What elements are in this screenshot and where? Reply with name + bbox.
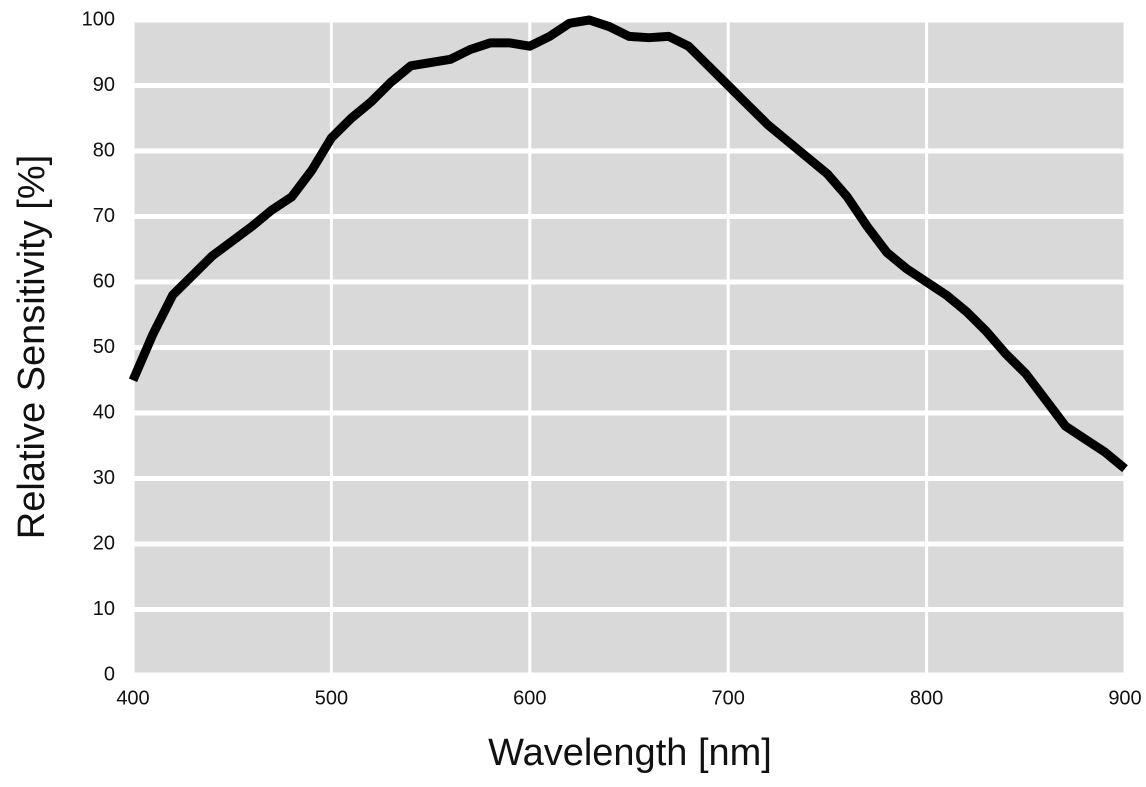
- x-tick-label: 400: [116, 687, 149, 709]
- y-tick-label: 60: [93, 270, 115, 292]
- x-tick-label: 900: [1108, 687, 1141, 709]
- y-tick-label: 10: [93, 598, 115, 620]
- y-tick-label: 0: [104, 663, 115, 685]
- x-tick-label: 600: [513, 687, 546, 709]
- y-tick-label: 20: [93, 532, 115, 554]
- y-tick-label: 70: [93, 205, 115, 227]
- x-tick-label: 500: [315, 687, 348, 709]
- y-tick-label: 40: [93, 401, 115, 423]
- x-tick-label: 700: [712, 687, 745, 709]
- y-tick-label: 90: [93, 74, 115, 96]
- y-axis-title: Relative Sensitivity [%]: [11, 155, 53, 539]
- data-line: [128, 15, 1128, 473]
- y-tick-label: 100: [82, 8, 115, 30]
- x-axis-title: Wavelength [nm]: [488, 732, 772, 774]
- y-tick-label: 50: [93, 336, 115, 358]
- y-tick-label: 30: [93, 467, 115, 489]
- x-tick-label: 800: [910, 687, 943, 709]
- y-tick-label: 80: [93, 139, 115, 161]
